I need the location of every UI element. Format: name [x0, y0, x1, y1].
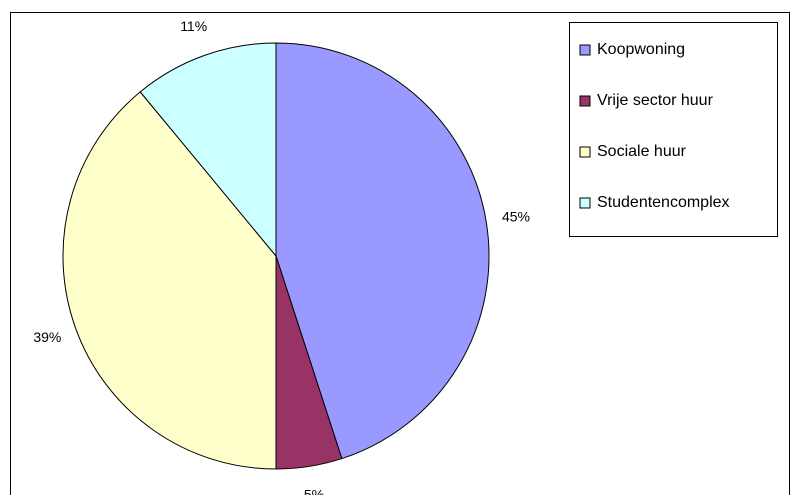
data-label: 39%: [33, 329, 61, 345]
pie-slice: [62, 91, 277, 470]
legend-label: Vrije sector huur: [597, 92, 714, 109]
legend-label: Sociale huur: [597, 143, 687, 160]
pie-slice: [139, 42, 277, 258]
legend-swatch: [579, 197, 591, 209]
legend-swatch: [579, 146, 591, 158]
legend-label: Studentencomplex: [597, 194, 730, 211]
legend-swatch: [579, 44, 591, 56]
data-label: 45%: [502, 209, 530, 225]
data-label: 11%: [180, 18, 207, 34]
legend-swatch: [579, 95, 591, 107]
pie-slice: [275, 42, 490, 460]
legend-box: [569, 22, 778, 237]
legend-label: Koopwoning: [597, 41, 685, 58]
data-label: 5%: [304, 487, 324, 495]
